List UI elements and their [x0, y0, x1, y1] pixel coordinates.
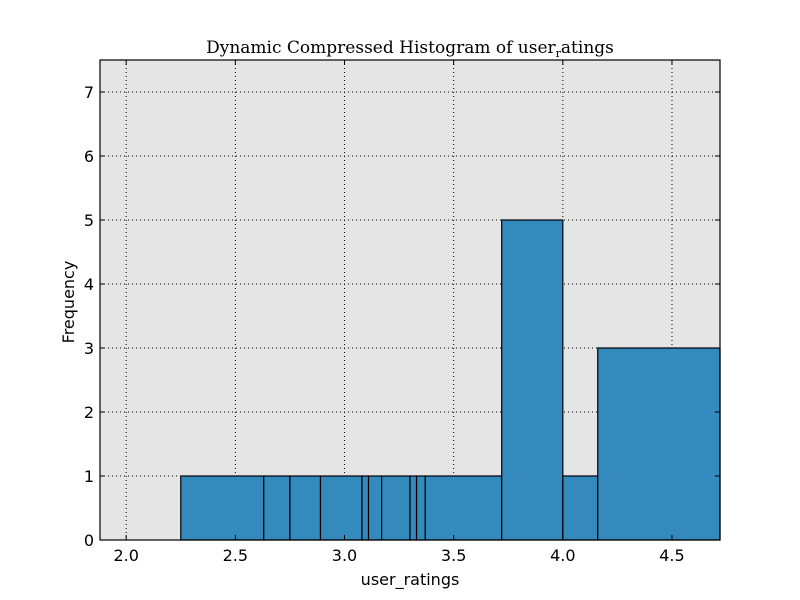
y-tick-label: 5: [84, 211, 94, 230]
histogram-bar-10: [424, 475, 503, 541]
y-tick-label: 6: [84, 147, 94, 166]
y-tick-label: 4: [84, 275, 94, 294]
y-tick-label: 1: [84, 467, 94, 486]
histogram-bar-5: [361, 475, 370, 541]
histogram-bar-12: [562, 475, 599, 541]
chart-title: Dynamic Compressed Histogram of userrati…: [206, 38, 614, 60]
y-tick-label: 3: [84, 339, 94, 358]
histogram-bar-6: [367, 475, 383, 541]
chart-title-main: Dynamic Compressed Histogram of user: [206, 38, 556, 58]
y-tick-label: 2: [84, 403, 94, 422]
histogram-bar-1: [180, 475, 265, 541]
y-tick-label: 7: [84, 83, 94, 102]
histogram-bar-13: [597, 347, 721, 541]
histogram-bar-7: [381, 475, 411, 541]
y-tick-label: 0: [84, 531, 94, 550]
histogram-bar-9: [415, 475, 426, 541]
chart-title-tail: atings: [561, 38, 614, 58]
plot-frame: [99, 59, 721, 541]
x-tick-label: 4.5: [659, 546, 684, 565]
x-tick-label: 2.5: [223, 546, 248, 565]
y-axis-label: Frequency: [59, 261, 78, 344]
x-tick-label: 2.0: [113, 546, 138, 565]
x-axis-label: user_ratings: [361, 570, 460, 590]
histogram-bar-4: [319, 475, 363, 541]
chart-title-subscript: r: [556, 47, 562, 60]
histogram-bar-2: [263, 475, 291, 541]
x-tick-label: 4.0: [550, 546, 575, 565]
histogram-bar-11: [501, 219, 564, 541]
x-tick-label: 3.5: [441, 546, 466, 565]
histogram-bar-8: [409, 475, 418, 541]
histogram-bar-3: [289, 475, 322, 541]
x-tick-label: 3.0: [332, 546, 357, 565]
